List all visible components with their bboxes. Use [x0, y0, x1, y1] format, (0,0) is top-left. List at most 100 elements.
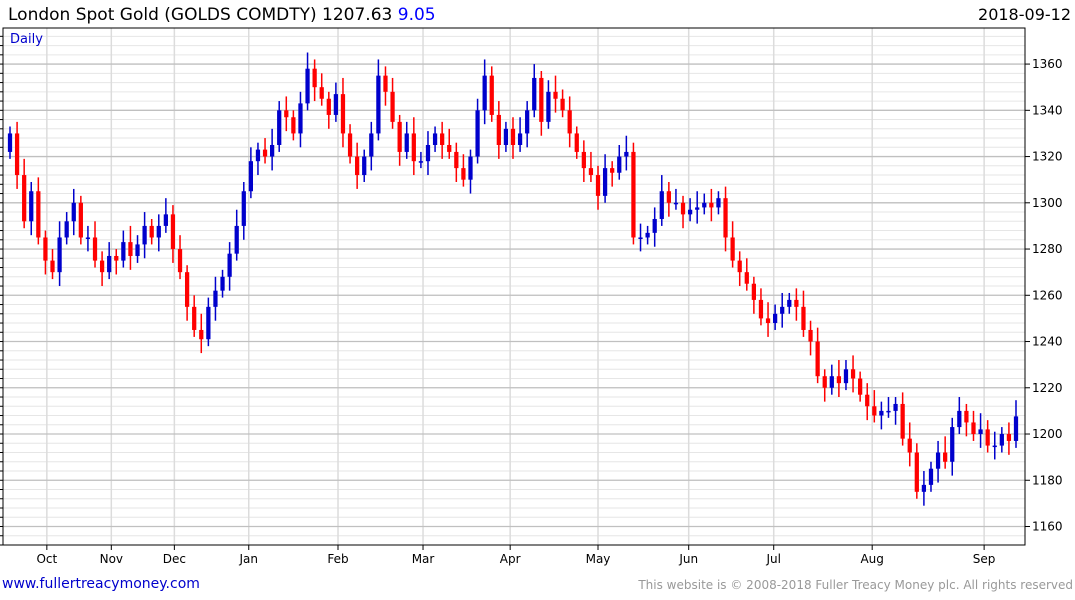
- candle: [695, 191, 700, 224]
- last-price: 1207.63: [322, 5, 393, 25]
- candle-body: [255, 149, 261, 162]
- y-tick-label: 1280: [1032, 242, 1063, 256]
- candle: [503, 121, 509, 152]
- candle-body: [709, 202, 714, 208]
- y-tick-label: 1340: [1032, 103, 1063, 117]
- candle-body: [241, 191, 246, 226]
- candle: [978, 413, 983, 448]
- candle-body: [99, 260, 105, 273]
- y-tick-label: 1240: [1032, 335, 1063, 349]
- candle-body: [539, 77, 544, 122]
- candle-body: [262, 149, 268, 157]
- candle-body: [340, 94, 346, 134]
- candle: [305, 52, 310, 111]
- candle-body: [85, 237, 91, 239]
- candle-body: [843, 369, 849, 384]
- candle-body: [879, 410, 884, 416]
- candle-body: [163, 214, 168, 226]
- candle-body: [687, 209, 693, 215]
- candle-body: [730, 237, 735, 261]
- x-tick-label: Jun: [678, 552, 698, 566]
- candle: [602, 154, 608, 203]
- x-tick-label: Oct: [36, 552, 57, 566]
- candle-body: [496, 114, 501, 145]
- candle: [340, 77, 346, 148]
- candle: [390, 77, 395, 129]
- candle: [85, 225, 91, 252]
- candle-body: [680, 202, 686, 215]
- candle-body: [631, 151, 636, 238]
- candle-body: [404, 133, 409, 152]
- candle-body: [517, 133, 523, 145]
- candle-body: [652, 218, 657, 233]
- candle: [765, 302, 771, 337]
- candle-body: [765, 318, 771, 324]
- candle-body: [92, 237, 98, 261]
- candle: [128, 225, 133, 270]
- candle: [43, 230, 48, 275]
- candle-body: [319, 87, 324, 99]
- candle-body: [142, 225, 147, 245]
- candle-body: [447, 144, 452, 152]
- candle: [907, 422, 912, 467]
- candle-body: [1006, 434, 1012, 441]
- candle: [935, 440, 941, 483]
- candle: [333, 82, 339, 122]
- candle-body: [886, 410, 891, 413]
- x-tick-label: Aug: [860, 552, 883, 566]
- candle-body: [525, 110, 530, 134]
- candle-body: [114, 255, 119, 261]
- candle-body: [581, 151, 586, 169]
- candle: [411, 117, 416, 176]
- candle: [581, 140, 586, 182]
- candle-body: [64, 221, 69, 238]
- candle-body: [999, 434, 1004, 446]
- candle: [992, 431, 997, 460]
- candle-body: [503, 128, 509, 145]
- candle-body: [135, 244, 140, 256]
- candle: [383, 66, 388, 106]
- candle: [659, 175, 664, 226]
- candle-body: [595, 175, 601, 196]
- candle-body: [383, 75, 388, 92]
- candle-body: [758, 299, 764, 319]
- candle: [213, 276, 218, 321]
- x-tick-label: Dec: [163, 552, 186, 566]
- candle-body: [829, 376, 834, 388]
- candle-body: [978, 429, 983, 435]
- candle-body: [638, 237, 643, 239]
- candle: [454, 142, 459, 182]
- candle-body: [362, 156, 367, 176]
- candle: [496, 101, 501, 159]
- candle: [489, 66, 494, 122]
- candle-body: [737, 260, 742, 273]
- website-link[interactable]: www.fullertreacymoney.com: [2, 576, 200, 592]
- candle-body: [149, 225, 154, 238]
- candle-body: [213, 290, 218, 307]
- candle: [801, 290, 806, 337]
- candle-body: [475, 110, 480, 157]
- candle-body: [567, 110, 572, 134]
- candle-body: [943, 452, 948, 462]
- candle: [971, 410, 976, 441]
- candle: [270, 128, 275, 171]
- candle: [362, 149, 367, 182]
- candle: [135, 235, 140, 263]
- candle-body: [928, 468, 934, 485]
- candle-body: [787, 299, 792, 307]
- candle: [57, 221, 62, 287]
- candle-body: [14, 133, 20, 176]
- candle: [723, 186, 728, 252]
- candle-body: [291, 117, 296, 134]
- candle-body: [29, 191, 34, 222]
- candle: [432, 126, 438, 152]
- candle-body: [985, 429, 990, 446]
- candle: [36, 177, 41, 245]
- candle: [418, 151, 424, 169]
- x-tick-label: Sep: [973, 552, 996, 566]
- candle-body: [128, 242, 133, 256]
- candle: [78, 195, 83, 245]
- candle: [808, 320, 813, 356]
- candle: [914, 443, 919, 499]
